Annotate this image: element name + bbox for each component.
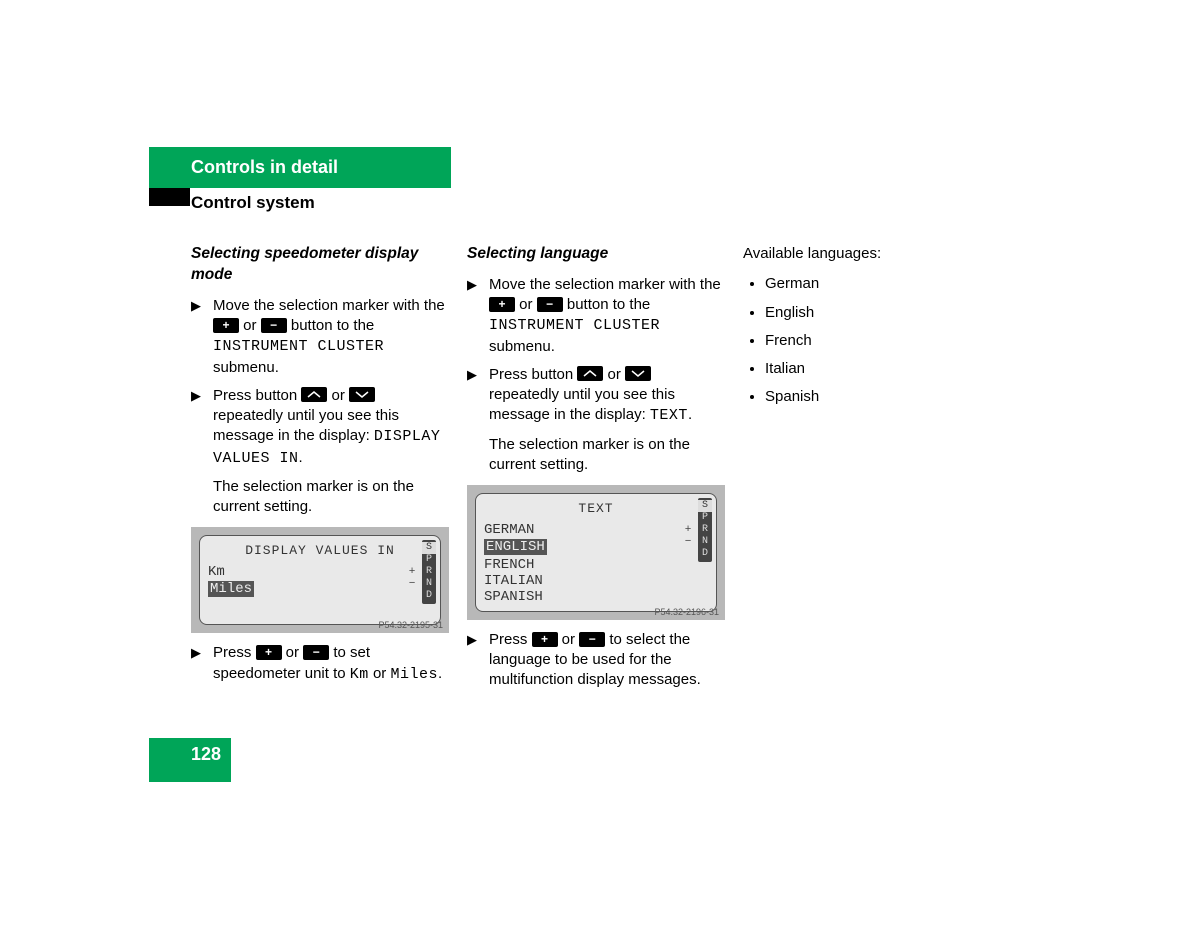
minus-button-icon: − (261, 318, 287, 333)
minus-button-icon: − (303, 645, 329, 660)
lcd-rows: GERMANENGLISHFRENCHITALIANSPANISH (484, 522, 708, 605)
step-body: Press button or repeatedly until you see… (213, 386, 449, 469)
list-item: German (765, 274, 1001, 294)
page-number: 128 (191, 744, 221, 765)
chapter-header: Controls in detail (149, 147, 451, 188)
col2-step1: ▶ Move the selection marker with the + o… (467, 275, 725, 357)
step-body: Press + or − to select the language to b… (489, 630, 725, 691)
plus-button-icon: + (256, 645, 282, 660)
text: or (239, 317, 261, 334)
col2-step3: ▶ Press + or − to select the language to… (467, 630, 725, 691)
step-body: Move the selection marker with the + or … (213, 296, 449, 378)
text: or (369, 665, 391, 682)
lcd-rows: KmMiles (208, 564, 432, 599)
step-arrow-icon: ▶ (467, 275, 489, 357)
text: Move the selection marker with the (489, 276, 721, 293)
figure-display-values: DISPLAY VALUES IN KmMiles SPRND +− P54.3… (191, 527, 449, 633)
text: Press (489, 631, 532, 648)
text: . (438, 665, 442, 682)
text: repeatedly until you see this message in… (213, 407, 399, 444)
text: repeatedly until you see this message in… (489, 386, 675, 423)
text: Press (213, 644, 256, 661)
text: Move the selection marker with the (213, 297, 445, 314)
step-body: Move the selection marker with the + or … (489, 275, 725, 357)
col2-step2: ▶ Press button or repeatedly until you s… (467, 365, 725, 427)
mono-text: INSTRUMENT CLUSTER (489, 317, 660, 334)
plus-minus-indicator: +− (406, 566, 418, 590)
text: or (282, 644, 304, 661)
plus-button-icon: + (213, 318, 239, 333)
col1-step1: ▶ Move the selection marker with the + o… (191, 296, 449, 378)
text: . (688, 406, 692, 423)
text: Press button (213, 387, 301, 404)
list-item: French (765, 331, 1001, 351)
figure-caption: P54.32-2195-31 (378, 619, 443, 631)
language-list: German English French Italian Spanish (743, 274, 1001, 407)
up-button-icon (301, 387, 327, 402)
up-button-icon (577, 366, 603, 381)
step-arrow-icon: ▶ (191, 296, 213, 378)
text: or (327, 387, 349, 404)
text: button to the (563, 296, 651, 313)
down-button-icon (625, 366, 651, 381)
text: submenu. (213, 359, 279, 376)
step-arrow-icon: ▶ (191, 386, 213, 469)
text: Press button (489, 366, 577, 383)
section-bar (149, 188, 190, 206)
column-speedometer: Selecting speedometer display mode ▶ Mov… (191, 244, 449, 699)
plus-button-icon: + (489, 297, 515, 312)
col2-note: The selection marker is on the current s… (489, 435, 725, 476)
step-body: Press + or − to set speedometer unit to … (213, 643, 449, 685)
column-language: Selecting language ▶ Move the selection … (467, 244, 725, 699)
column-available-languages: Available languages: German English French… (743, 244, 1001, 699)
col1-step3: ▶ Press + or − to set speedometer unit t… (191, 643, 449, 685)
down-button-icon (349, 387, 375, 402)
lcd-screen: DISPLAY VALUES IN KmMiles SPRND +− (199, 535, 441, 625)
text: submenu. (489, 338, 555, 355)
lcd-screen: TEXT GERMANENGLISHFRENCHITALIANSPANISH S… (475, 493, 717, 612)
plus-button-icon: + (532, 632, 558, 647)
list-item: English (765, 303, 1001, 323)
col1-heading: Selecting speedometer display mode (191, 244, 449, 286)
col1-step2: ▶ Press button or repeatedly until you s… (191, 386, 449, 469)
col3-heading: Available languages: (743, 244, 1001, 264)
minus-button-icon: − (579, 632, 605, 647)
mono-text: TEXT (650, 407, 688, 424)
text: or (515, 296, 537, 313)
col1-note: The selection marker is on the current s… (213, 477, 449, 518)
gear-strip: SPRND (698, 498, 712, 562)
minus-button-icon: − (537, 297, 563, 312)
lcd-title: TEXT (484, 500, 708, 518)
mono-text: Miles (390, 666, 438, 683)
chapter-title: Controls in detail (191, 157, 338, 178)
content-columns: Selecting speedometer display mode ▶ Mov… (191, 244, 1001, 699)
step-arrow-icon: ▶ (191, 643, 213, 685)
list-item: Spanish (765, 387, 1001, 407)
gear-strip: SPRND (422, 540, 436, 604)
plus-minus-indicator: +− (682, 524, 694, 548)
lcd-title: DISPLAY VALUES IN (208, 542, 432, 560)
step-arrow-icon: ▶ (467, 365, 489, 427)
text: button to the (287, 317, 375, 334)
page-number-badge: 128 (149, 738, 231, 782)
step-body: Press button or repeatedly until you see… (489, 365, 725, 427)
mono-text: Km (350, 666, 369, 683)
step-arrow-icon: ▶ (467, 630, 489, 691)
text: . (299, 449, 303, 466)
col2-heading: Selecting language (467, 244, 725, 265)
list-item: Italian (765, 359, 1001, 379)
text: or (558, 631, 580, 648)
figure-caption: P54.32-2196-31 (654, 606, 719, 618)
section-title: Control system (191, 193, 315, 213)
figure-text-language: TEXT GERMANENGLISHFRENCHITALIANSPANISH S… (467, 485, 725, 620)
mono-text: INSTRUMENT CLUSTER (213, 338, 384, 355)
text: or (603, 366, 625, 383)
